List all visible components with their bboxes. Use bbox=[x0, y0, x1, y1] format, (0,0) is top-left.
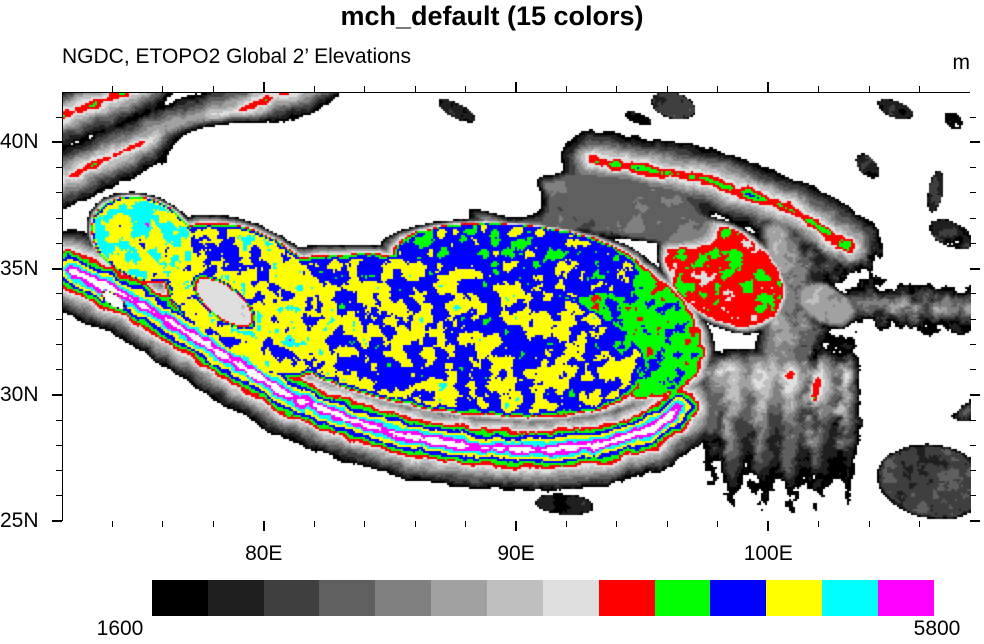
colorbar-swatch bbox=[263, 580, 320, 616]
colorbar-swatch bbox=[766, 580, 823, 616]
y-minor-tick bbox=[56, 419, 62, 421]
x-minor-tick bbox=[717, 521, 719, 527]
colorbar-max-label: 5800 bbox=[913, 617, 961, 640]
y-minor-tick bbox=[56, 116, 62, 118]
x-minor-tick bbox=[313, 86, 315, 92]
x-minor-tick bbox=[616, 521, 618, 527]
y-minor-tick bbox=[56, 167, 62, 169]
y-minor-tick bbox=[970, 419, 976, 421]
y-minor-tick bbox=[56, 293, 62, 295]
x-minor-tick bbox=[616, 86, 618, 92]
x-minor-tick bbox=[212, 86, 214, 92]
colorbar-min-label: 1600 bbox=[96, 617, 144, 640]
y-minor-tick bbox=[970, 470, 976, 472]
colorbar-swatch bbox=[878, 580, 934, 616]
y-minor-tick bbox=[56, 495, 62, 497]
plot-title: mch_default (15 colors) bbox=[340, 1, 644, 31]
x-tick-label: 90E bbox=[497, 542, 535, 565]
y-major-tick bbox=[970, 520, 980, 522]
x-minor-tick bbox=[414, 521, 416, 527]
x-minor-tick bbox=[162, 521, 164, 527]
y-minor-tick bbox=[970, 217, 976, 219]
x-major-tick bbox=[262, 521, 265, 531]
x-major-tick bbox=[262, 82, 265, 92]
y-minor-tick bbox=[970, 318, 976, 320]
x-minor-tick bbox=[414, 86, 416, 92]
y-tick-label: 30N bbox=[0, 382, 39, 406]
y-tick-label: 25N bbox=[0, 509, 39, 532]
x-minor-tick bbox=[565, 521, 567, 527]
colorbar-swatch bbox=[598, 580, 655, 616]
x-minor-tick bbox=[666, 521, 668, 527]
y-minor-tick bbox=[970, 293, 976, 295]
colorbar-swatch bbox=[431, 580, 488, 616]
x-minor-tick bbox=[364, 521, 366, 527]
x-minor-tick bbox=[212, 521, 214, 527]
dataset-label: NGDC, ETOPO2 Global 2’ Elevations bbox=[62, 45, 411, 68]
x-minor-tick bbox=[818, 521, 820, 527]
x-minor-tick bbox=[111, 521, 113, 527]
x-minor-tick bbox=[465, 86, 467, 92]
colorbar-swatch bbox=[375, 580, 432, 616]
y-major-tick bbox=[52, 141, 62, 144]
colorbar-swatch bbox=[487, 580, 543, 616]
y-minor-tick bbox=[56, 192, 62, 194]
map-frame bbox=[62, 92, 971, 522]
x-tick-label: 80E bbox=[245, 542, 283, 565]
x-minor-tick bbox=[717, 86, 719, 92]
colorbar-swatch bbox=[710, 580, 767, 616]
y-minor-tick bbox=[56, 242, 62, 244]
y-minor-tick bbox=[970, 369, 976, 371]
y-tick-label: 35N bbox=[0, 256, 39, 280]
colorbar-swatch bbox=[151, 580, 208, 616]
y-major-tick bbox=[52, 267, 62, 270]
y-minor-tick bbox=[56, 217, 62, 219]
y-major-tick bbox=[52, 520, 62, 522]
x-minor-tick bbox=[465, 521, 467, 527]
y-minor-tick bbox=[56, 444, 62, 446]
y-major-tick bbox=[970, 267, 980, 270]
y-minor-tick bbox=[56, 369, 62, 371]
x-minor-tick bbox=[313, 521, 315, 527]
x-minor-tick bbox=[666, 86, 668, 92]
y-minor-tick bbox=[970, 192, 976, 194]
y-minor-tick bbox=[970, 242, 976, 244]
y-tick-label: 40N bbox=[0, 130, 39, 154]
colorbar-swatch bbox=[207, 580, 264, 616]
y-minor-tick bbox=[970, 343, 976, 345]
units-label: m bbox=[952, 51, 971, 74]
y-minor-tick bbox=[970, 444, 976, 446]
x-minor-tick bbox=[868, 86, 870, 92]
colorbar-swatch bbox=[542, 580, 599, 616]
x-major-tick bbox=[515, 82, 517, 92]
y-minor-tick bbox=[970, 116, 976, 118]
colorbar-swatch bbox=[822, 580, 879, 616]
y-minor-tick bbox=[970, 167, 976, 169]
colorbar-swatch bbox=[96, 580, 152, 616]
x-major-tick bbox=[515, 521, 517, 531]
x-minor-tick bbox=[919, 521, 921, 527]
x-minor-tick bbox=[868, 521, 870, 527]
y-major-tick bbox=[970, 141, 980, 144]
colorbar-swatch bbox=[319, 580, 376, 616]
x-minor-tick bbox=[565, 86, 567, 92]
x-major-tick bbox=[767, 82, 770, 92]
y-minor-tick bbox=[970, 495, 976, 497]
y-major-tick bbox=[52, 393, 62, 396]
y-minor-tick bbox=[56, 318, 62, 320]
x-minor-tick bbox=[818, 86, 820, 92]
x-minor-tick bbox=[919, 86, 921, 92]
x-major-tick bbox=[767, 521, 770, 531]
x-minor-tick bbox=[111, 86, 113, 92]
elevation-raster bbox=[63, 93, 971, 522]
y-minor-tick bbox=[56, 343, 62, 345]
x-minor-tick bbox=[364, 86, 366, 92]
y-major-tick bbox=[970, 393, 980, 396]
x-tick-label: 100E bbox=[743, 542, 793, 565]
colorbar bbox=[96, 580, 934, 616]
x-minor-tick bbox=[162, 86, 164, 92]
colorbar-swatch bbox=[654, 580, 711, 616]
y-minor-tick bbox=[56, 470, 62, 472]
